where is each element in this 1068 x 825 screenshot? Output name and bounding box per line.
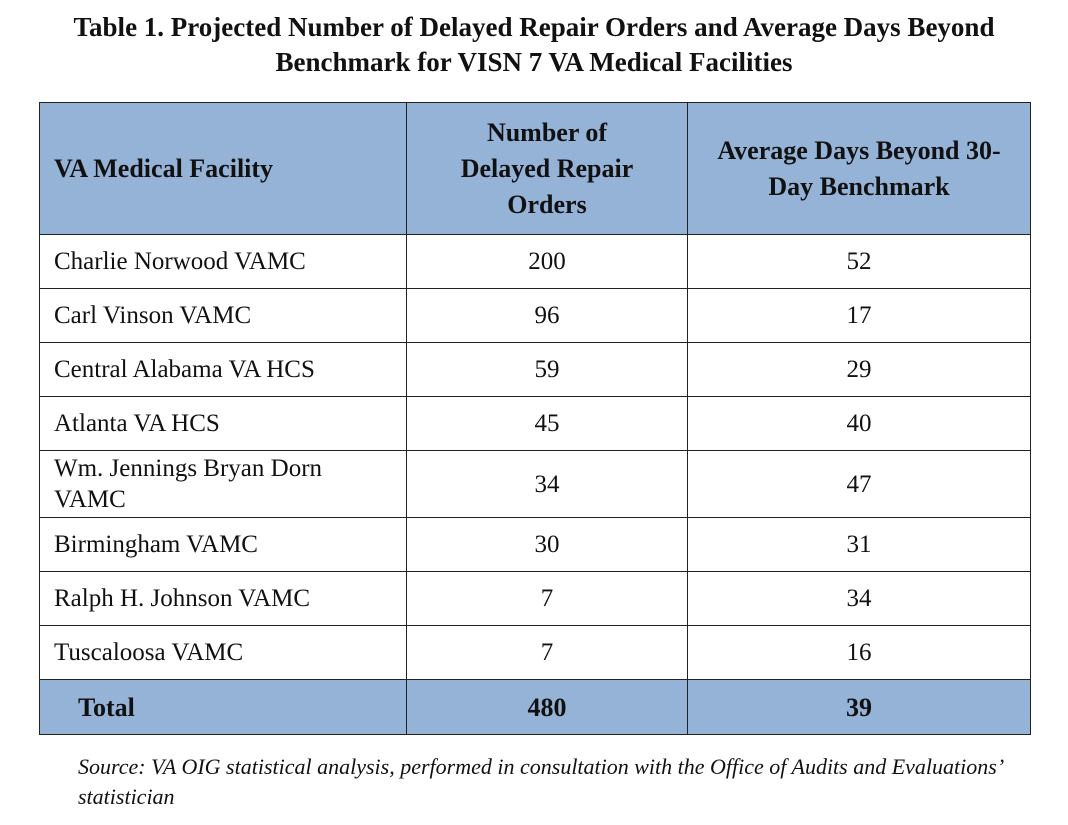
table-cell: 30: [406, 517, 688, 572]
table-row: Atlanta VA HCS 45 40: [39, 396, 1031, 451]
table-row: Birmingham VAMC 30 31: [39, 517, 1031, 572]
table-cell: Charlie Norwood VAMC: [39, 234, 407, 289]
column-header: Average Days Beyond 30-Day Benchmark: [687, 102, 1031, 235]
table-cell: 29: [687, 342, 1031, 397]
data-table: VA Medical Facility Number of Delayed Rep…: [39, 102, 1031, 735]
table-cell: 16: [687, 625, 1031, 680]
column-header: VA Medical Facility: [39, 102, 407, 235]
table-cell: Birmingham VAMC: [39, 517, 407, 572]
table-cell: Ralph H. Johnson VAMC: [39, 571, 407, 626]
column-header: Number of Delayed Repair Orders: [406, 102, 688, 235]
table-cell: Atlanta VA HCS: [39, 396, 407, 451]
table-row: Carl Vinson VAMC 96 17: [39, 288, 1031, 343]
table-title: Table 1. Projected Number of Delayed Rep…: [73, 12, 995, 77]
table-row: Tuscaloosa VAMC 7 16: [39, 625, 1031, 680]
table-cell: 31: [687, 517, 1031, 572]
total-cell: 39: [687, 679, 1031, 735]
table-cell: 45: [406, 396, 688, 451]
table-cell: 7: [406, 625, 688, 680]
table-cell: 47: [687, 450, 1031, 518]
table-cell: 96: [406, 288, 688, 343]
total-cell: Total: [39, 679, 407, 735]
table-cell: Tuscaloosa VAMC: [39, 625, 407, 680]
table-body: Charlie Norwood VAMC 200 52 Carl Vinson VAM…: [39, 234, 1031, 735]
table-cell: Carl Vinson VAMC: [39, 288, 407, 343]
source-note: Source: VA OIG statistical analysis, per…: [78, 754, 1002, 809]
table-cell: Wm. Jennings Bryan Dorn VAMC: [39, 450, 407, 518]
table-row: Central Alabama VA HCS 59 29: [39, 342, 1031, 397]
table-cell: 7: [406, 571, 688, 626]
table-cell: 34: [687, 571, 1031, 626]
table-cell: 59: [406, 342, 688, 397]
table-cell: 34: [406, 450, 688, 518]
total-row: Total 480 39: [39, 679, 1031, 735]
table-row: Wm. Jennings Bryan Dorn VAMC 34 47: [39, 450, 1031, 518]
table-cell: 52: [687, 234, 1031, 289]
table-cell: 40: [687, 396, 1031, 451]
table-row: Ralph H. Johnson VAMC 7 34: [39, 571, 1031, 626]
table-cell: 200: [406, 234, 688, 289]
table-row: Charlie Norwood VAMC 200 52: [39, 234, 1031, 289]
table-cell: Central Alabama VA HCS: [39, 342, 407, 397]
total-cell: 480: [406, 679, 688, 735]
header-row: VA Medical Facility Number of Delayed Rep…: [39, 102, 1031, 235]
table-cell: 17: [687, 288, 1031, 343]
